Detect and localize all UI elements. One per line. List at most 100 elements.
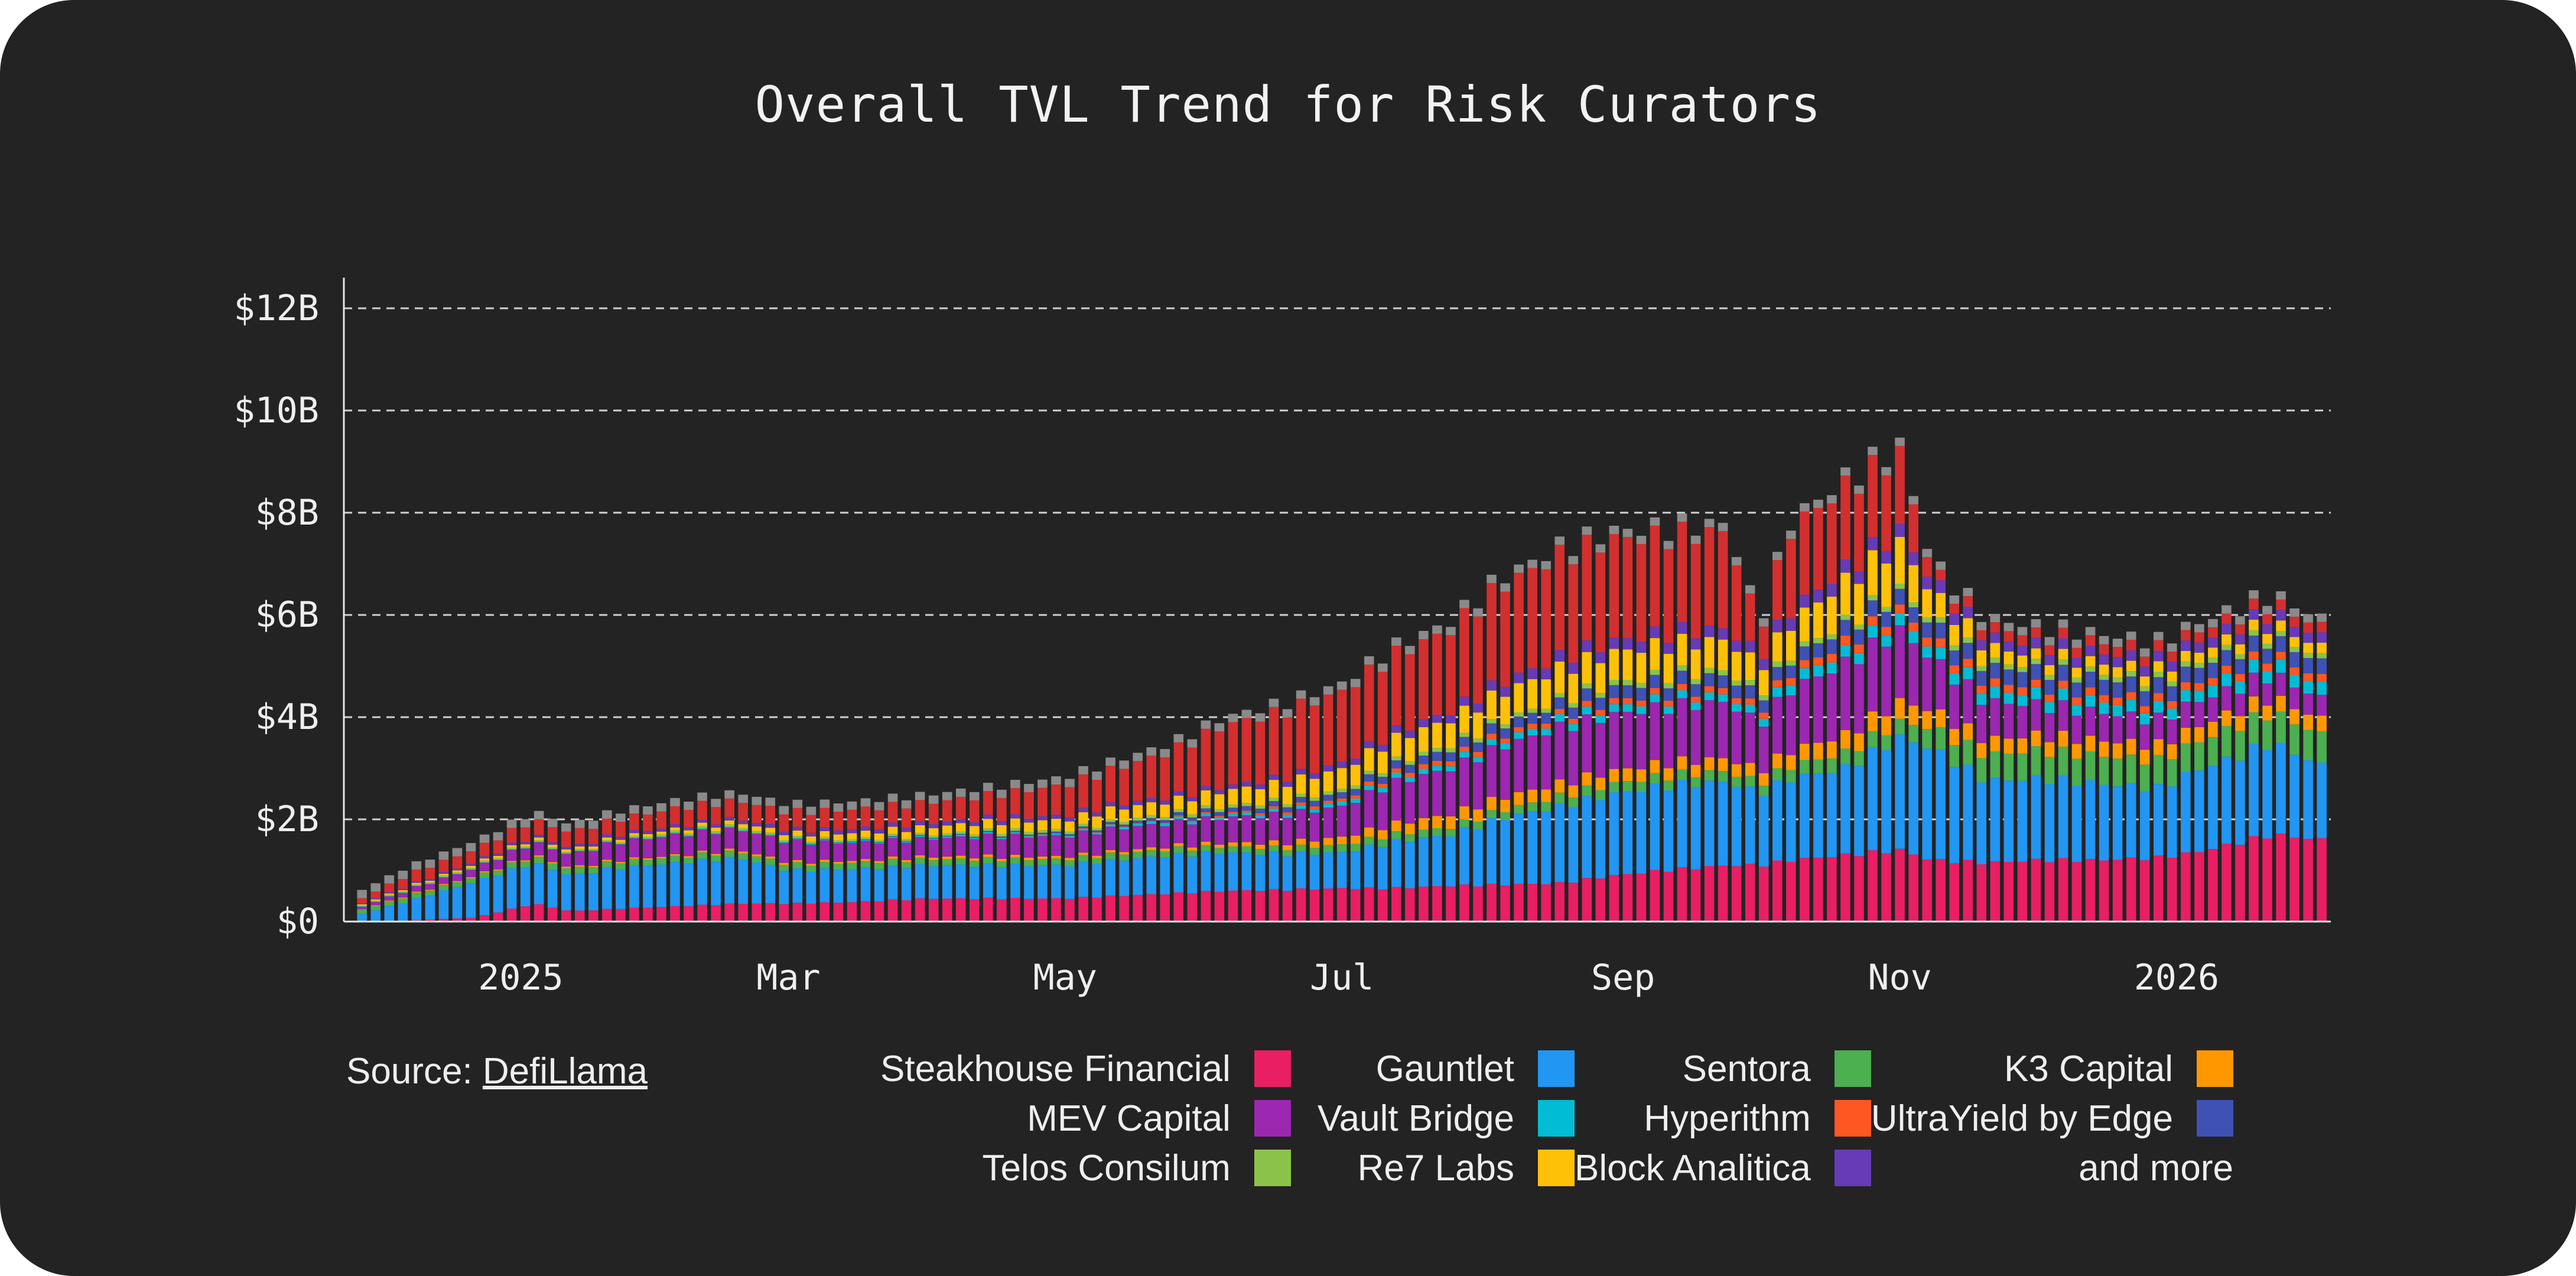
bar-segment [1704,673,1715,686]
bar-segment [1609,685,1619,698]
bar-stack [656,803,666,922]
bar-segment [2317,632,2327,643]
bar-segment [1364,790,1374,828]
bar-segment [2126,738,2136,755]
bar-segment [357,909,367,910]
bar-segment [1868,850,1878,922]
bar-segment [398,891,408,893]
bar-segment [2167,858,2177,922]
bar-stack [1269,698,1279,922]
bar-segment [915,821,925,825]
bar-segment [1214,817,1225,820]
bar-segment [2153,855,2164,922]
bar-segment [2031,637,2041,649]
bar-segment [1010,857,1020,864]
bar-segment [1092,780,1102,813]
bar-segment [1187,821,1198,822]
bar-segment [1936,593,1946,618]
bar-segment [2317,642,2327,653]
bar-segment [2071,647,2082,658]
bar-segment [574,867,585,873]
bar-segment [2071,682,2082,698]
bar-segment [1908,854,1918,922]
bar-segment [1990,735,2001,751]
bar-segment [2044,862,2055,922]
bar-segment [955,858,966,865]
bar-segment [1745,786,1755,864]
bar-segment [1636,714,1647,770]
bar-segment [1432,751,1442,761]
bar-segment [1786,665,1796,678]
source-link[interactable]: DefiLlama [482,1051,648,1092]
bar-segment [1391,756,1401,761]
bar-segment [506,849,517,850]
bar-segment [588,867,599,874]
bar-segment [2289,627,2299,637]
bar-segment [1609,792,1619,875]
bar-cap [1105,757,1115,766]
bar-stack [520,819,531,922]
bar-stack [752,796,762,922]
bar-segment [1473,821,1483,829]
legend-label: Block Analitica [1575,1147,1811,1189]
bar-segment [1269,806,1279,809]
bar-cap [466,843,476,852]
bar-cap [1010,780,1020,789]
bar-stack [1010,780,1020,922]
legend-swatch [1254,1100,1291,1137]
bar-segment [847,829,857,834]
bar-stack [983,783,993,922]
bar-segment [2126,754,2136,783]
bar-segment [1800,511,1810,595]
bar-cap [1636,535,1647,544]
bar-cap [1922,549,1932,558]
bar-segment [398,897,408,899]
bar-cap [779,806,789,815]
bar-stack [1827,495,1837,922]
bar-segment [833,830,844,835]
bar-segment [2317,695,2327,716]
bar-stack [1214,723,1225,922]
bar-segment [2249,598,2259,610]
bar-segment [711,807,721,825]
bar-segment [819,902,830,922]
bar-segment [1119,805,1129,810]
bar-segment [997,798,1007,822]
bar-segment [425,890,435,896]
bar-segment [2222,613,2232,624]
bar-segment [493,855,503,858]
bar-segment [1173,843,1184,847]
bar-segment [1636,873,1647,922]
bar-cap [2112,639,2123,647]
bar-segment [1105,823,1115,825]
bar-stack [1119,760,1129,922]
bar-segment [1405,782,1415,824]
bar-segment [2031,774,2041,859]
bar-segment [1582,714,1592,773]
bar-segment [602,867,612,909]
bar-segment [1160,823,1170,826]
bar-segment [1228,789,1238,805]
bar-stack [1092,772,1102,922]
bar-segment [534,904,544,922]
bar-segment [1609,704,1619,712]
bar-cap [616,813,626,822]
bar-segment [1731,640,1742,652]
bar-segment [860,831,871,838]
bar-segment [752,862,762,904]
bar-segment [1282,812,1293,815]
bar-segment [1336,852,1347,888]
bar-segment [1364,741,1374,748]
bar-segment [983,857,993,864]
bar-segment [1133,821,1143,823]
bar-cap [547,819,558,828]
bar-segment [860,861,871,868]
bar-segment [1487,690,1497,720]
bar-stack [1051,776,1061,922]
bar-segment [1405,761,1415,765]
bar-segment [2262,663,2272,671]
bar-segment [2003,651,2014,665]
bar-segment [479,842,490,857]
bar-segment [561,831,571,847]
bar-stack [997,789,1007,922]
